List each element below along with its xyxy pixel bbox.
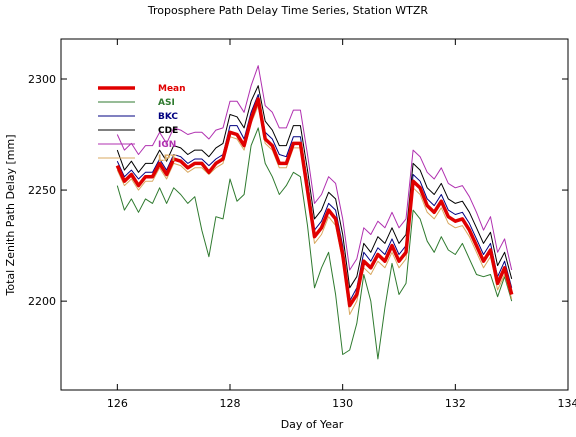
legend: Mean ASI BKC CDE IGN LPT [98,84,186,164]
legend-label-ign: IGN [158,140,176,150]
y-tick-label: 2300 [28,73,56,86]
x-axis-label: Day of Year [281,418,344,431]
series-layer [115,65,514,360]
y-axis-label: Total Zenith Path Delay [mm] [4,134,17,296]
legend-label-bkc: BKC [158,112,178,122]
x-tick-label: 134 [558,397,576,410]
x-tick-label: 130 [332,397,353,410]
chart-title: Troposphere Path Delay Time Series, Stat… [147,4,428,17]
series-line-lpt [116,105,513,315]
x-tick-label: 126 [107,397,128,410]
x-tick-label: 128 [220,397,241,410]
y-tick-label: 2250 [28,184,56,197]
x-tick-label: 132 [445,397,466,410]
series-line-cde [116,85,513,289]
legend-label-cde: CDE [158,126,178,136]
plot-frame [60,38,569,391]
legend-label-asi: ASI [158,98,175,108]
legend-label-mean: Mean [158,84,186,94]
legend-label-lpt: LPT [158,154,177,164]
axis-ticks: 126 128 130 132 134 2200 2250 2300 [28,39,576,410]
series-line-asi [116,127,513,360]
y-tick-label: 2200 [28,295,56,308]
series-line-ign [116,65,513,271]
series-line-mean [115,97,514,308]
